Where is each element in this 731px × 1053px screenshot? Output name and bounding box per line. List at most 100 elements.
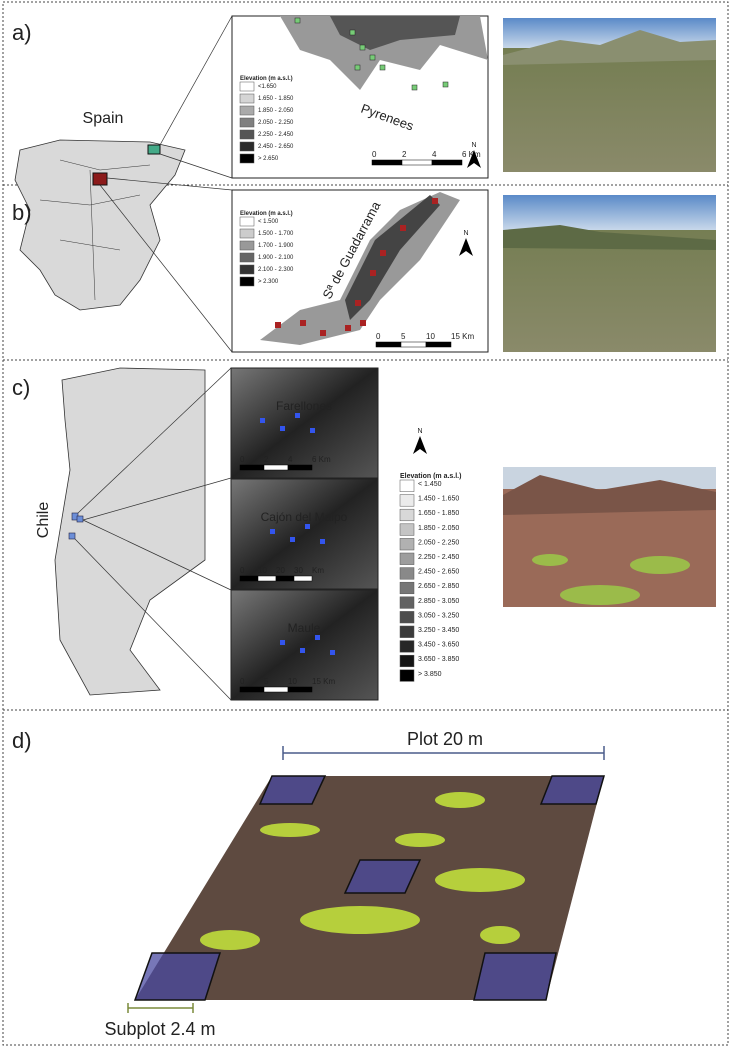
site-box — [92, 172, 108, 186]
scale-bar — [431, 159, 463, 166]
scale-label: 5 — [264, 677, 269, 686]
scale-label: 0 — [240, 677, 245, 686]
legend-label: < 1.500 — [258, 219, 279, 225]
scale-bar — [239, 464, 265, 471]
scale-bar — [425, 341, 452, 348]
site-map — [230, 478, 379, 590]
legend-swatch — [239, 228, 255, 239]
legend-label: 1.650 - 1.850 — [258, 96, 294, 102]
relief — [345, 195, 440, 320]
legend-label: > 2.300 — [258, 279, 279, 285]
north-arrow — [467, 150, 481, 168]
scale-bar — [375, 341, 402, 348]
scale-bar — [287, 464, 313, 471]
panel-label: d) — [12, 728, 32, 753]
scale-label: Km — [312, 566, 324, 575]
legend-swatch — [239, 141, 255, 152]
legend-swatch — [239, 240, 255, 251]
legend-title: Elevation (m a.s.l.) — [240, 76, 293, 82]
legend-label: 3.450 - 3.650 — [418, 642, 459, 649]
scale-label: 10 — [426, 332, 435, 341]
callout-lines — [74, 367, 232, 701]
cushions — [200, 792, 525, 950]
scale-label: 0 — [376, 332, 381, 341]
legend-swatch — [399, 640, 415, 653]
site — [290, 537, 295, 542]
legend-label: 2.650 - 2.850 — [418, 583, 459, 590]
scale-bar — [239, 686, 265, 693]
legend-label: 2.850 - 3.050 — [418, 598, 459, 605]
scale-bar — [257, 575, 277, 582]
legend-swatch — [239, 264, 255, 275]
scale-bar — [275, 575, 295, 582]
scale-bar — [293, 575, 313, 582]
site — [295, 413, 300, 418]
photo — [503, 467, 716, 607]
site — [320, 539, 325, 544]
spain-map — [14, 139, 186, 311]
photo — [503, 195, 716, 352]
relief — [330, 16, 460, 50]
site — [330, 650, 335, 655]
spain-regions — [39, 159, 151, 301]
scale-label: 5 — [401, 332, 406, 341]
legend-label: 2.100 - 2.300 — [258, 267, 294, 273]
scale-label: 4 — [432, 150, 437, 159]
legend-label: 2.050 - 2.250 — [418, 539, 459, 546]
country-label: Spain — [83, 110, 124, 127]
scale-label: 20 — [276, 566, 285, 575]
legend-swatch — [239, 93, 255, 104]
site-name: Maule — [288, 621, 321, 635]
legend-swatch — [239, 105, 255, 116]
legend-swatch — [239, 216, 255, 227]
site-name: Cajón del Maipo — [261, 510, 348, 524]
scale-label: 6 Km — [312, 455, 331, 464]
scale-label: 6 Km — [462, 150, 481, 159]
panel-label: b) — [12, 200, 32, 225]
legend-label: 2.250 - 2.450 — [418, 554, 459, 561]
site-box — [68, 512, 84, 540]
legend-label: 3.050 - 3.250 — [418, 612, 459, 619]
scale-bar — [263, 686, 289, 693]
sites — [275, 198, 438, 336]
scale-bar — [371, 159, 403, 166]
legend-swatch — [399, 508, 415, 522]
scale-label: 2 — [402, 150, 407, 159]
legend-label: 2.450 - 2.650 — [418, 569, 459, 576]
legend-label: 1.500 - 1.700 — [258, 231, 294, 237]
north-label: N — [417, 428, 422, 435]
legend-swatch — [239, 252, 255, 263]
legend-swatch — [239, 129, 255, 140]
panel-label: c) — [12, 375, 30, 400]
subplot-label: Subplot 2.4 m — [104, 1019, 215, 1039]
legend-swatch — [239, 117, 255, 128]
scale-label: 15 Km — [451, 332, 474, 341]
legend-label: 3.650 - 3.850 — [418, 656, 459, 663]
legend-label: 2.250 - 2.450 — [258, 132, 294, 138]
north-arrow — [459, 238, 473, 256]
scale-label: 15 Km — [312, 677, 335, 686]
north-label: N — [471, 142, 476, 149]
scale-bar — [239, 575, 259, 582]
chile-map — [54, 367, 206, 696]
legend-title: Elevation (m a.s.l.) — [400, 473, 461, 480]
legend-label: 1.700 - 1.900 — [258, 243, 294, 249]
legend-swatch — [399, 596, 415, 609]
legend-label: > 2.650 — [258, 156, 279, 162]
legend-label: < 1.450 — [418, 481, 442, 488]
legend-label: 2.450 - 2.650 — [258, 144, 294, 150]
legend-swatch — [399, 494, 415, 507]
plot-dimension — [282, 746, 605, 760]
north-arrow — [413, 436, 427, 454]
scale-label: 2 — [264, 455, 269, 464]
site — [280, 426, 285, 431]
legend-swatch — [399, 538, 415, 551]
subplots — [133, 775, 605, 1001]
legend-title: Elevation (m a.s.l.) — [240, 211, 293, 217]
legend-swatch — [239, 81, 255, 92]
site — [280, 640, 285, 645]
plot-label: Plot 20 m — [407, 729, 483, 749]
site — [315, 635, 320, 640]
scale-label: 10 — [258, 566, 267, 575]
